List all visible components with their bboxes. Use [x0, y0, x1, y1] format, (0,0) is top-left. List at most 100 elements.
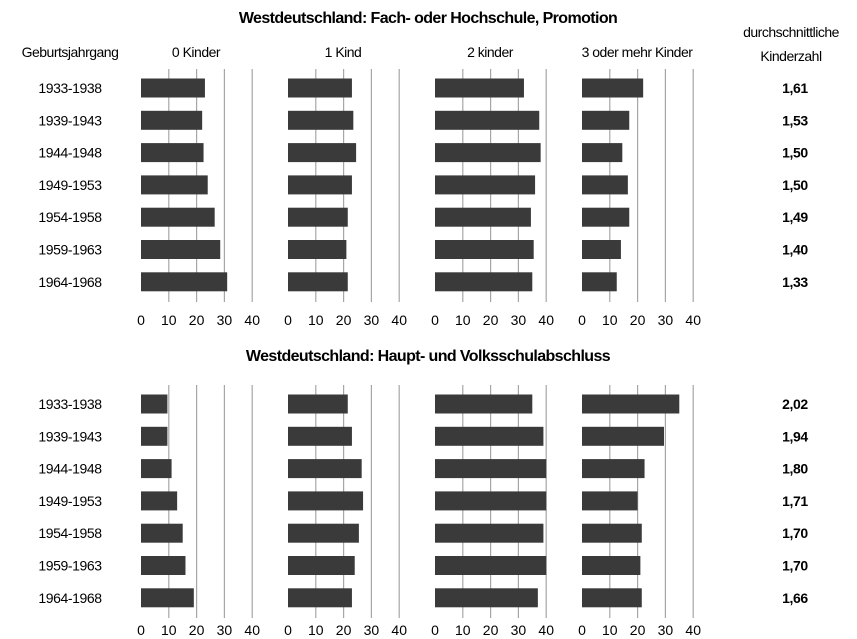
tick-label: 10: [161, 312, 177, 328]
category-label: 1949-1953: [38, 493, 102, 509]
category-label: 1933-1938: [38, 396, 102, 412]
bar: [435, 491, 547, 511]
bar: [288, 459, 362, 479]
avg-children-value: 1,33: [782, 274, 808, 290]
bar: [435, 459, 547, 479]
bar: [288, 556, 355, 575]
bar: [141, 272, 228, 292]
bar: [288, 78, 352, 98]
tick-label: 30: [658, 622, 674, 638]
avg-children-value: 1,70: [782, 525, 808, 541]
category-label: 1954-1958: [38, 525, 102, 541]
avg-children-value: 1,40: [782, 242, 808, 258]
category-label: 1933-1938: [38, 80, 102, 96]
category-label: 1939-1943: [38, 428, 102, 444]
avg-children-header-line2: Kinderzahl: [760, 48, 822, 64]
bar: [435, 394, 533, 414]
tick-label: 20: [483, 622, 499, 638]
tick-label: 20: [483, 312, 499, 328]
category-label: 1949-1953: [38, 177, 102, 193]
tick-label: 0: [137, 312, 145, 328]
bar: [141, 523, 183, 543]
bar: [435, 240, 534, 259]
bar: [288, 110, 354, 130]
avg-children-value: 1,80: [782, 461, 808, 477]
bar: [288, 207, 348, 227]
tick-label: 20: [336, 622, 352, 638]
category-label: 1954-1958: [38, 209, 102, 225]
bar: [288, 143, 357, 163]
bar: [582, 426, 665, 446]
bar: [141, 459, 172, 479]
bar: [141, 394, 168, 414]
tick-label: 10: [455, 622, 471, 638]
plots: Westdeutschland: Fach- oder Hochschule, …: [38, 10, 809, 638]
tick-label: 30: [217, 312, 233, 328]
bar: [582, 110, 630, 130]
tick-label: 10: [602, 312, 618, 328]
bar: [288, 240, 347, 259]
bar: [288, 588, 352, 608]
series-header: 3 oder mehr Kinder: [582, 44, 694, 60]
tick-label: 30: [511, 312, 527, 328]
bar: [141, 491, 178, 511]
tick-label: 20: [630, 312, 646, 328]
tick-label: 20: [630, 622, 646, 638]
bar: [435, 175, 536, 195]
bar: [582, 523, 642, 543]
panel-title: Westdeutschland: Haupt- und Volksschulab…: [246, 348, 611, 365]
tick-label: 30: [364, 312, 380, 328]
bar: [582, 175, 628, 195]
bar: [582, 272, 617, 292]
cohort-column-header: Geburtsjahrgang: [22, 44, 119, 60]
bar: [141, 588, 194, 608]
bar: [582, 207, 630, 227]
tick-label: 20: [189, 622, 205, 638]
tick-label: 10: [308, 312, 324, 328]
bar: [141, 110, 203, 130]
bar: [435, 556, 547, 575]
bar: [435, 272, 533, 292]
bar: [288, 523, 359, 543]
avg-children-value: 1,70: [782, 558, 808, 574]
avg-children-value: 1,61: [782, 80, 808, 96]
avg-children-value: 1,50: [782, 177, 808, 193]
tick-label: 0: [431, 622, 439, 638]
avg-children-value: 1,71: [782, 493, 808, 509]
avg-children-value: 1,53: [782, 112, 808, 128]
bar: [435, 143, 541, 163]
tick-label: 0: [284, 622, 292, 638]
bar: [141, 143, 204, 163]
avg-children-value: 1,50: [782, 145, 808, 161]
bar: [435, 523, 544, 543]
category-label: 1944-1948: [38, 145, 102, 161]
tick-label: 40: [685, 312, 701, 328]
bar: [288, 272, 348, 292]
bar: [582, 459, 645, 479]
tick-label: 30: [364, 622, 380, 638]
category-label: 1939-1943: [38, 112, 102, 128]
bar: [435, 588, 538, 608]
bar: [288, 426, 352, 446]
tick-label: 30: [511, 622, 527, 638]
avg-children-value: 1,94: [782, 428, 808, 444]
tick-label: 30: [658, 312, 674, 328]
bar: [288, 491, 364, 511]
tick-label: 20: [336, 312, 352, 328]
tick-label: 40: [538, 312, 554, 328]
series-header: 0 Kinder: [172, 44, 221, 60]
avg-children-value: 2,02: [782, 396, 808, 412]
tick-label: 0: [137, 622, 145, 638]
category-label: 1964-1968: [38, 590, 102, 606]
bar: [435, 110, 540, 130]
bar: [582, 78, 644, 98]
bar: [582, 588, 642, 608]
bar: [141, 556, 186, 575]
bar: [582, 143, 623, 163]
bar: [141, 207, 215, 227]
series-header: 2 kinder: [467, 44, 514, 60]
category-label: 1959-1963: [38, 242, 102, 258]
bar: [582, 240, 621, 259]
tick-label: 10: [308, 622, 324, 638]
